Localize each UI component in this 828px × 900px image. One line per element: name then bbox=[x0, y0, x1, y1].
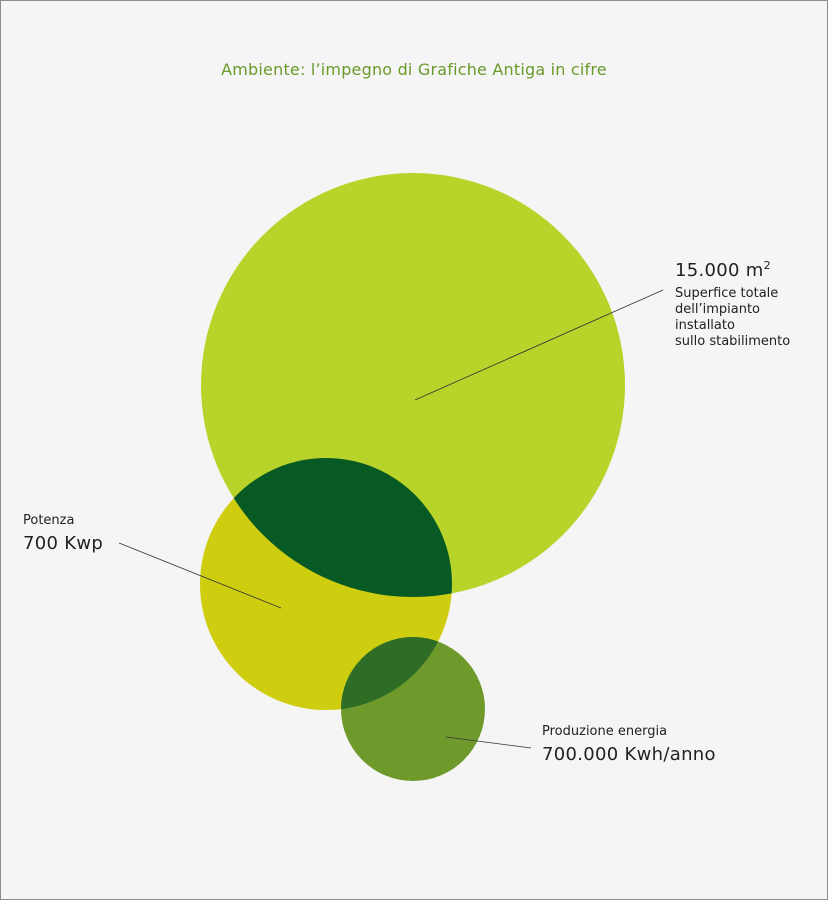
surface-leader-line bbox=[414, 289, 664, 401]
power-value: 700 Kwp bbox=[23, 533, 104, 555]
energy-caption: Produzione energia bbox=[542, 724, 668, 739]
diagram-title: Ambiente: l’impegno di Grafiche Antiga i… bbox=[221, 60, 607, 79]
surface-desc-line3: installato bbox=[675, 318, 735, 333]
power-caption: Potenza bbox=[23, 513, 75, 528]
surface-unit-superscript: 2 bbox=[763, 259, 771, 272]
energy-callout: Produzione energia 700.000 Kwh/anno bbox=[542, 724, 716, 767]
surface-desc-line1: Superfice totale bbox=[675, 285, 779, 301]
surface-desc-line4: sullo stabilimento bbox=[675, 334, 791, 350]
power-callout: Potenza 700 Kwp bbox=[23, 513, 103, 556]
surface-callout: 15.000 m2 Superfice totale dell’impianto… bbox=[675, 260, 790, 351]
energy-value: 700.000 Kwh/anno bbox=[542, 744, 716, 766]
surface-desc-line2: dell’impianto bbox=[675, 301, 761, 317]
energy-leader-line bbox=[445, 736, 532, 749]
surface-value: 15.000 m2 bbox=[675, 259, 771, 281]
power-leader-line bbox=[118, 542, 282, 609]
